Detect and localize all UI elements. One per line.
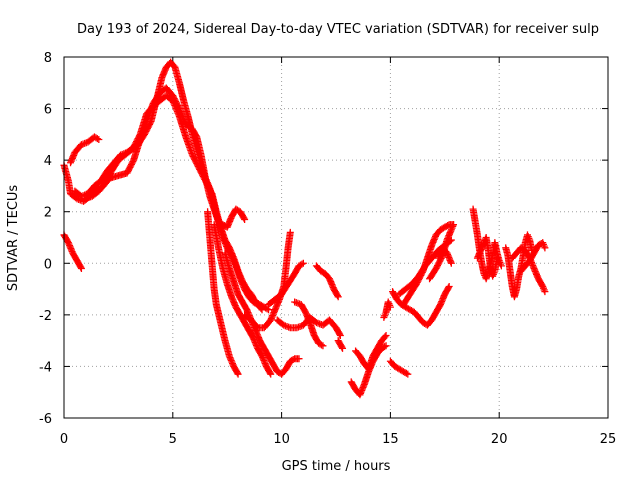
- data-point: [317, 341, 325, 349]
- y-tick-label: -4: [39, 360, 52, 375]
- data-point: [319, 342, 327, 350]
- data-point: [450, 221, 458, 229]
- data-point: [175, 111, 183, 119]
- data-point: [234, 370, 242, 378]
- data-point: [173, 108, 181, 116]
- grid: [64, 57, 608, 418]
- x-tick-label: 25: [600, 432, 617, 447]
- data-points: [60, 58, 549, 399]
- data-point: [541, 244, 549, 252]
- x-tick-label: 20: [491, 432, 508, 447]
- data-point: [173, 106, 181, 114]
- data-point: [404, 370, 412, 378]
- data-point: [334, 293, 342, 301]
- data-point: [241, 215, 249, 223]
- data-point: [257, 304, 265, 312]
- data-point: [77, 264, 85, 272]
- y-tick-label: 2: [44, 206, 52, 221]
- data-point: [295, 355, 303, 363]
- data-point: [538, 281, 546, 289]
- data-point: [299, 259, 307, 267]
- data-point: [339, 344, 347, 352]
- x-tick-label: 5: [169, 432, 177, 447]
- data-point: [172, 105, 180, 113]
- data-point: [493, 254, 501, 262]
- data-point: [233, 369, 241, 377]
- y-tick-label: 6: [44, 103, 52, 118]
- y-tick-label: 0: [44, 257, 52, 272]
- data-point: [169, 97, 177, 105]
- x-tick-label: 15: [382, 432, 399, 447]
- data-point: [444, 284, 452, 292]
- data-point: [381, 310, 389, 318]
- data-point: [381, 343, 389, 351]
- data-point: [266, 369, 274, 377]
- data-point: [298, 260, 306, 268]
- data-point: [381, 333, 389, 341]
- data-point: [77, 263, 85, 271]
- data-point: [171, 101, 179, 109]
- x-tick-label: 0: [60, 432, 68, 447]
- data-point: [336, 330, 344, 338]
- data-point: [333, 292, 341, 300]
- data-point: [382, 342, 390, 350]
- data-point: [93, 135, 101, 143]
- x-axis-label: GPS time / hours: [282, 459, 391, 474]
- data-point: [258, 306, 266, 314]
- data-point: [541, 288, 549, 296]
- y-tick-label: -2: [39, 309, 52, 324]
- data-point: [174, 109, 182, 117]
- y-tick-label: -6: [39, 412, 52, 427]
- chart-title: Day 193 of 2024, Sidereal Day-to-day VTE…: [77, 22, 599, 37]
- data-point: [95, 136, 103, 144]
- y-axis-label: SDTVAR / TECUs: [6, 185, 21, 292]
- data-point: [240, 214, 248, 222]
- data-point: [286, 228, 294, 236]
- data-point: [381, 312, 389, 320]
- data-point: [402, 369, 410, 377]
- y-tick-label: 4: [44, 154, 52, 169]
- data-point: [338, 343, 346, 351]
- data-point: [170, 100, 178, 108]
- data-point: [386, 303, 394, 311]
- data-point: [263, 305, 271, 313]
- data-point: [447, 259, 455, 267]
- data-point: [445, 282, 453, 290]
- data-point: [267, 370, 275, 378]
- data-point: [169, 98, 177, 106]
- data-point: [336, 331, 344, 339]
- data-point: [382, 331, 390, 339]
- y-tick-label: 8: [44, 51, 52, 66]
- data-point: [171, 103, 179, 111]
- x-tick-label: 10: [273, 432, 290, 447]
- plot-frame: [63, 56, 609, 419]
